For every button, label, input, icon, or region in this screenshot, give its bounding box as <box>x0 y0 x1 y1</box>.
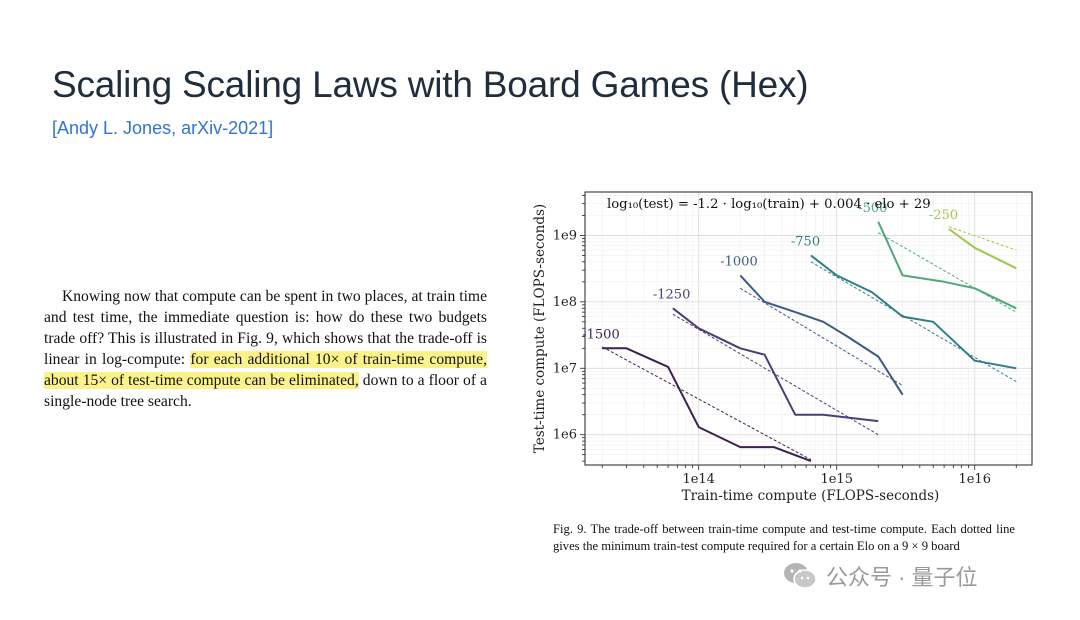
series-label: -750 <box>791 234 820 249</box>
series-label: -1500 <box>582 327 619 342</box>
y-tick-label: 1e8 <box>553 295 577 310</box>
y-tick-label: 1e7 <box>553 361 577 376</box>
wechat-icon <box>784 563 817 589</box>
series-line <box>602 347 812 463</box>
x-axis-label: Train-time compute (FLOPS-seconds) <box>682 488 940 504</box>
y-tick-label: 1e6 <box>553 428 577 443</box>
series-line <box>948 228 1017 270</box>
x-tick-label: 1e16 <box>958 472 991 487</box>
body-paragraph: Knowing now that compute can be spent in… <box>44 286 487 412</box>
watermark: 公众号 · 量子位 <box>782 560 978 592</box>
watermark-text: 公众号 · 量子位 <box>826 565 978 590</box>
chart-svg: 1e14 1e15 1e16 1e6 1e7 1e8 1e9 Train-time compu… <box>532 191 1033 504</box>
citation: [Andy L. Jones, arXiv-2021] <box>52 118 274 138</box>
series-line <box>877 221 1017 310</box>
y-axis-label: Test-time compute (FLOPS-seconds) <box>532 204 548 453</box>
fit-line <box>739 287 903 386</box>
fit-line <box>602 346 812 461</box>
fit-line <box>948 226 1017 251</box>
series-label: -250 <box>929 208 958 223</box>
y-tick-label: 1e9 <box>553 228 577 243</box>
series-line <box>810 254 1017 370</box>
fit-line <box>878 232 1017 313</box>
body-text-before: Knowing now that compute can be spent in… <box>44 288 487 368</box>
series-line <box>739 274 904 396</box>
series-label: -500 <box>858 201 887 216</box>
figure-caption: Fig. 9. The trade-off between train-time… <box>553 522 1015 553</box>
x-tick-label: 1e15 <box>820 472 853 487</box>
series-label: -1000 <box>720 254 757 269</box>
slide-title: Scaling Scaling Laws with Board Games (H… <box>52 64 809 105</box>
body-text-after: down to a floor of a single-node tree se… <box>44 372 487 410</box>
equation-annotation: log₁₀(test) = -1.2 · log₁₀(train) + 0.00… <box>607 197 931 212</box>
series-line <box>672 307 879 423</box>
series-label: -1250 <box>653 287 690 302</box>
x-tick-label: 1e14 <box>682 472 715 487</box>
figure-9-chart: 1e14 1e15 1e16 1e6 1e7 1e8 1e9 Train-time compu… <box>525 185 1045 515</box>
